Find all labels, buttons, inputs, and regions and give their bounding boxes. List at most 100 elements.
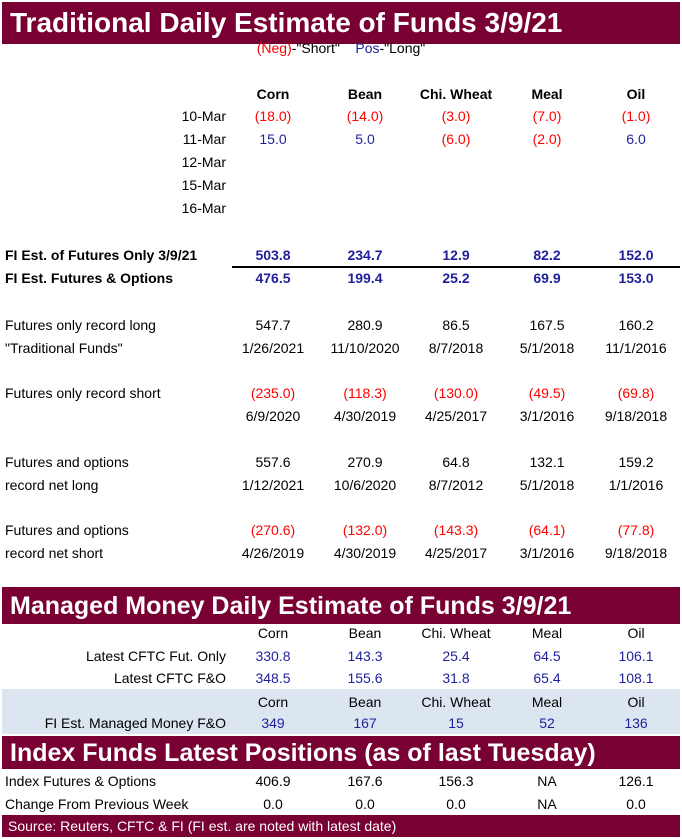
row-label: "Traditional Funds"	[5, 340, 123, 356]
daily-row: 12-Mar	[0, 151, 682, 173]
legend-neg: (Neg)	[256, 40, 292, 56]
cell-value: 132.1	[529, 454, 565, 470]
cell-date: 4/25/2017	[424, 408, 488, 424]
cell-value: 0.0	[626, 796, 646, 812]
cell-value: 330.8	[255, 648, 291, 664]
cell-value: 52	[539, 715, 555, 731]
row-label: 11-Mar	[182, 131, 226, 147]
cell-column-header: Oil	[627, 625, 645, 641]
cell-date: 4/26/2019	[241, 545, 305, 561]
record-value-row: Futures and options 557.6 270.9 64.8 132.1 15…	[0, 451, 682, 473]
cell-column-header: Corn	[256, 86, 290, 102]
row-label: record net long	[5, 477, 99, 493]
cell-value: NA	[537, 796, 557, 812]
row-label: FI Est. of Futures Only 3/9/21	[5, 247, 198, 263]
managed-row: Latest CFTC Fut. Only 330.8 143.3 25.4 64.5 1…	[0, 645, 682, 667]
cell-value: 86.5	[442, 317, 470, 333]
cell-value: 31.8	[442, 670, 470, 686]
row-label: Latest CFTC Fut. Only	[85, 648, 226, 664]
cell-column-header: Bean	[348, 694, 382, 710]
cell-value: (1.0)	[621, 108, 651, 124]
cell-value: (14.0)	[346, 108, 384, 124]
row-label: 16-Mar	[181, 200, 226, 216]
row-label: Latest CFTC F&O	[113, 670, 226, 686]
row-label: 15-Mar	[181, 177, 226, 193]
cell-date: 8/7/2018	[428, 340, 484, 356]
cell-value: (49.5)	[528, 385, 566, 401]
cell-value: (6.0)	[441, 131, 471, 147]
cell-value: (18.0)	[254, 108, 292, 124]
cell-date: 8/7/2012	[428, 477, 484, 493]
cell-value: 349	[261, 715, 285, 731]
cell-value: 234.7	[347, 247, 383, 263]
cell-column-header: Chi. Wheat	[419, 86, 493, 102]
record-date-row: 6/9/2020 4/30/2019 4/25/2017 3/1/2016 9/18/2…	[0, 405, 682, 427]
cell-date: 10/6/2020	[333, 477, 397, 493]
cell-date: 4/30/2019	[333, 408, 397, 424]
managed-header-row: Corn Bean Chi. Wheat Meal Oil	[0, 622, 682, 644]
sign-legend: (Neg)-"Short" Pos-"Long"	[0, 38, 682, 58]
row-label: Change From Previous Week	[5, 796, 189, 812]
fi-managed-header-row: Corn Bean Chi. Wheat Meal Oil	[0, 691, 682, 713]
cell-value: 476.5	[255, 270, 291, 286]
cell-value: 348.5	[255, 670, 291, 686]
cell-value: NA	[537, 773, 557, 789]
cell-value: 143.3	[347, 648, 383, 664]
daily-row: 16-Mar	[0, 197, 682, 219]
cell-value: 6.0	[626, 131, 646, 147]
managed-title: Managed Money Daily Estimate of Funds 3/…	[2, 587, 680, 624]
fi-futures-only-row: FI Est. of Futures Only 3/9/21 503.8 234.7…	[0, 244, 682, 266]
cell-value: (132.0)	[342, 522, 388, 538]
row-label: Futures and options	[5, 454, 129, 470]
cell-date: 4/30/2019	[333, 545, 397, 561]
cell-value: 126.1	[618, 773, 654, 789]
cell-value: 15	[448, 715, 464, 731]
daily-row: 11-Mar 15.0 5.0 (6.0) (2.0) 6.0	[0, 128, 682, 150]
cell-date: 5/1/2018	[519, 477, 575, 493]
cell-column-header: Chi. Wheat	[421, 694, 491, 710]
cell-value: 155.6	[347, 670, 383, 686]
cell-value: (64.1)	[528, 522, 566, 538]
cell-date: 11/10/2020	[330, 340, 400, 356]
record-value-row: Futures only record short (235.0) (118.3) (…	[0, 382, 682, 404]
cell-value: 108.1	[618, 670, 654, 686]
row-label: Futures only record long	[5, 317, 156, 333]
cell-date: 6/9/2020	[245, 408, 301, 424]
source-note: Source: Reuters, CFTC & FI (FI est. are …	[2, 815, 680, 837]
record-value-row: Futures only record long 547.7 280.9 86.5 16…	[0, 314, 682, 336]
cell-value: (270.6)	[250, 522, 296, 538]
cell-date: 11/1/2016	[605, 340, 667, 356]
cell-value: 12.9	[442, 247, 470, 263]
cell-column-header: Oil	[626, 86, 646, 102]
cell-value: 280.9	[347, 317, 383, 333]
cell-value: (7.0)	[532, 108, 562, 124]
cell-value: 156.3	[438, 773, 474, 789]
cell-value: 65.4	[533, 670, 561, 686]
row-label: Index Futures & Options	[5, 773, 156, 789]
cell-value: 15.0	[259, 131, 287, 147]
daily-row: 10-Mar (18.0) (14.0) (3.0) (7.0) (1.0)	[0, 105, 682, 127]
cell-value: 503.8	[255, 247, 291, 263]
index-row: Index Futures & Options 406.9 167.6 156.3 NA…	[0, 770, 682, 792]
record-date-row: record net long 1/12/2021 10/6/2020 8/7/201…	[0, 474, 682, 496]
cell-value: 64.5	[533, 648, 561, 664]
cell-date: 5/1/2018	[519, 340, 575, 356]
cell-value: 0.0	[263, 796, 283, 812]
managed-row: Latest CFTC F&O 348.5 155.6 31.8 65.4 108.1	[0, 667, 682, 689]
row-label: FI Est. Managed Money F&O	[44, 715, 226, 731]
cell-value: 199.4	[347, 270, 383, 286]
cell-value: 25.2	[442, 270, 470, 286]
cell-column-header: Meal	[531, 86, 563, 102]
cell-column-header: Chi. Wheat	[421, 625, 491, 641]
cell-value: (69.8)	[617, 385, 655, 401]
cell-value: 5.0	[355, 131, 375, 147]
fi-futures-options-row: FI Est. Futures & Options 476.5 199.4 25.2 6…	[0, 267, 682, 289]
record-date-row: record net short 4/26/2019 4/30/2019 4/25/2…	[0, 542, 682, 564]
cell-column-header: Corn	[257, 625, 289, 641]
cell-date: 3/1/2016	[519, 408, 575, 424]
cell-value: 167.6	[347, 773, 383, 789]
cell-value: 106.1	[618, 648, 654, 664]
cell-value: 557.6	[255, 454, 291, 470]
legend-short: -"Short"	[291, 40, 340, 56]
